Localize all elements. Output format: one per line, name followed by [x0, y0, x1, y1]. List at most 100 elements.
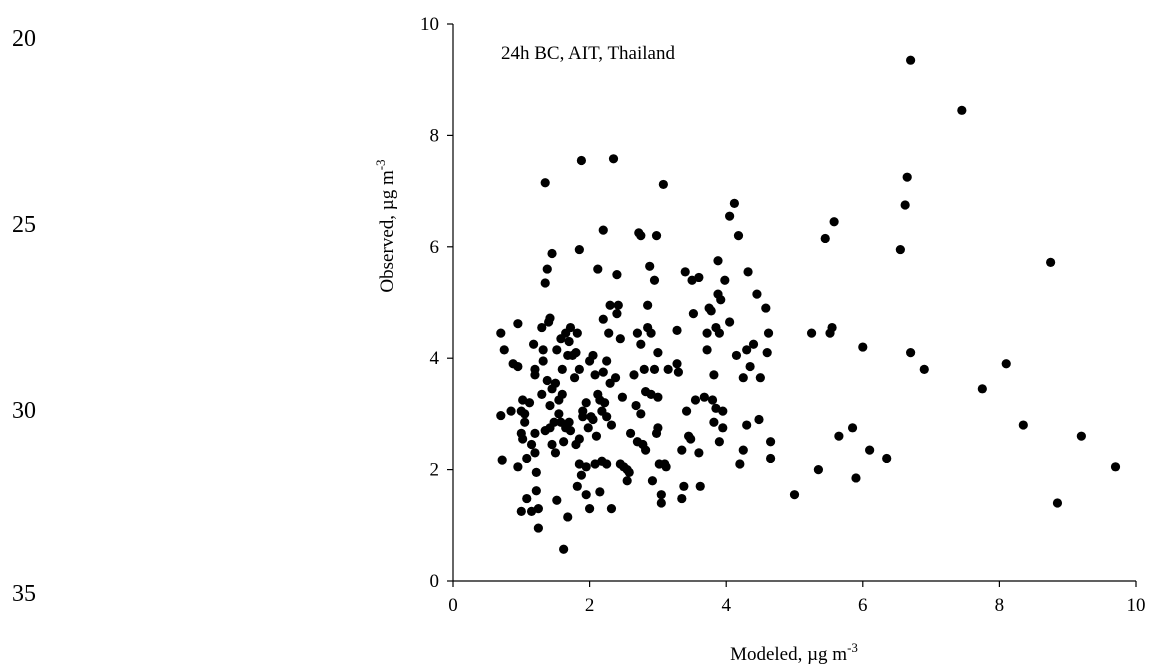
data-point [602, 459, 612, 469]
data-point [1076, 431, 1086, 441]
data-point [583, 423, 593, 433]
data-point [745, 361, 755, 372]
data-point [656, 498, 666, 508]
data-point [653, 392, 663, 402]
data-point [653, 423, 663, 433]
data-point [743, 267, 753, 277]
y-tick-label: 8 [430, 125, 440, 146]
data-point [559, 437, 569, 447]
data-point [709, 370, 719, 380]
data-point [847, 423, 858, 433]
data-point [763, 328, 774, 338]
data-point [1110, 462, 1121, 472]
data-point [617, 392, 627, 402]
line-number-20: 20 [12, 26, 36, 52]
data-point [565, 426, 576, 436]
data-point [789, 490, 800, 500]
data-point [714, 437, 724, 447]
data-point [738, 373, 748, 383]
y-tick-label: 0 [430, 571, 440, 592]
data-point [513, 319, 523, 329]
data-point [581, 398, 591, 408]
y-tick-label: 4 [430, 348, 440, 369]
data-point [829, 217, 839, 227]
data-point [612, 309, 622, 319]
y-tick-label: 6 [430, 237, 440, 258]
axes [452, 24, 1136, 582]
data-point [827, 322, 837, 333]
data-point [574, 434, 584, 444]
ticks: 0 2 4 6 8 10 0 2 4 6 8 10 [420, 14, 1146, 616]
data-point [720, 275, 730, 285]
data-point [513, 462, 523, 472]
line-number-25: 25 [12, 212, 36, 238]
data-point [538, 356, 548, 366]
data-point [590, 370, 600, 380]
data-point [576, 155, 587, 166]
data-point [572, 328, 582, 338]
data-point [713, 256, 723, 266]
data-point [735, 459, 745, 469]
data-point [718, 406, 728, 416]
data-point [649, 364, 660, 374]
data-point [522, 453, 532, 464]
data-point [651, 231, 662, 241]
data-point [680, 267, 690, 277]
data-point [1046, 257, 1056, 267]
data-point [497, 455, 507, 465]
data-point [557, 389, 567, 400]
data-points [496, 55, 1121, 554]
y-axis-title: Observed, µg m-3 [373, 159, 398, 292]
data-point [524, 398, 535, 408]
data-point [731, 350, 742, 361]
data-point [533, 503, 543, 514]
data-point [574, 364, 584, 374]
data-point [605, 300, 615, 310]
data-point [545, 313, 555, 323]
data-point [520, 409, 530, 419]
data-point [673, 367, 683, 377]
data-point [606, 420, 617, 430]
data-point [820, 233, 830, 244]
x-axis-title: Modeled, µg m-3 [730, 640, 858, 665]
x-tick-label: 8 [995, 595, 1005, 616]
data-point [906, 348, 916, 358]
data-point [702, 345, 712, 355]
data-point [729, 198, 739, 208]
data-point [606, 503, 617, 514]
data-point [636, 409, 646, 419]
data-point [663, 364, 673, 374]
data-point [725, 317, 735, 327]
data-point [694, 272, 704, 283]
data-point [624, 467, 634, 477]
data-point [581, 462, 591, 472]
data-point [694, 448, 704, 458]
x-tick-label: 2 [585, 595, 595, 616]
data-point [765, 437, 776, 447]
data-point [681, 406, 692, 416]
chart-annotation: 24h BC, AIT, Thailand [501, 43, 675, 64]
data-point [542, 375, 552, 386]
data-point [647, 476, 658, 486]
data-point [526, 439, 537, 450]
data-point [636, 231, 646, 241]
data-point [742, 345, 752, 355]
data-point [661, 462, 671, 472]
data-point [547, 439, 557, 450]
data-point [593, 264, 603, 274]
data-point [718, 423, 728, 433]
data-point [658, 179, 668, 190]
x-tick-label: 0 [448, 595, 458, 616]
data-point [707, 395, 718, 405]
data-point [578, 412, 588, 422]
data-point [834, 431, 844, 441]
data-point [506, 406, 516, 416]
data-point [977, 384, 987, 394]
data-point [762, 348, 772, 358]
data-point [537, 322, 547, 333]
data-point [641, 445, 651, 455]
data-point [639, 364, 649, 374]
data-point [957, 105, 967, 115]
data-point [765, 453, 776, 464]
